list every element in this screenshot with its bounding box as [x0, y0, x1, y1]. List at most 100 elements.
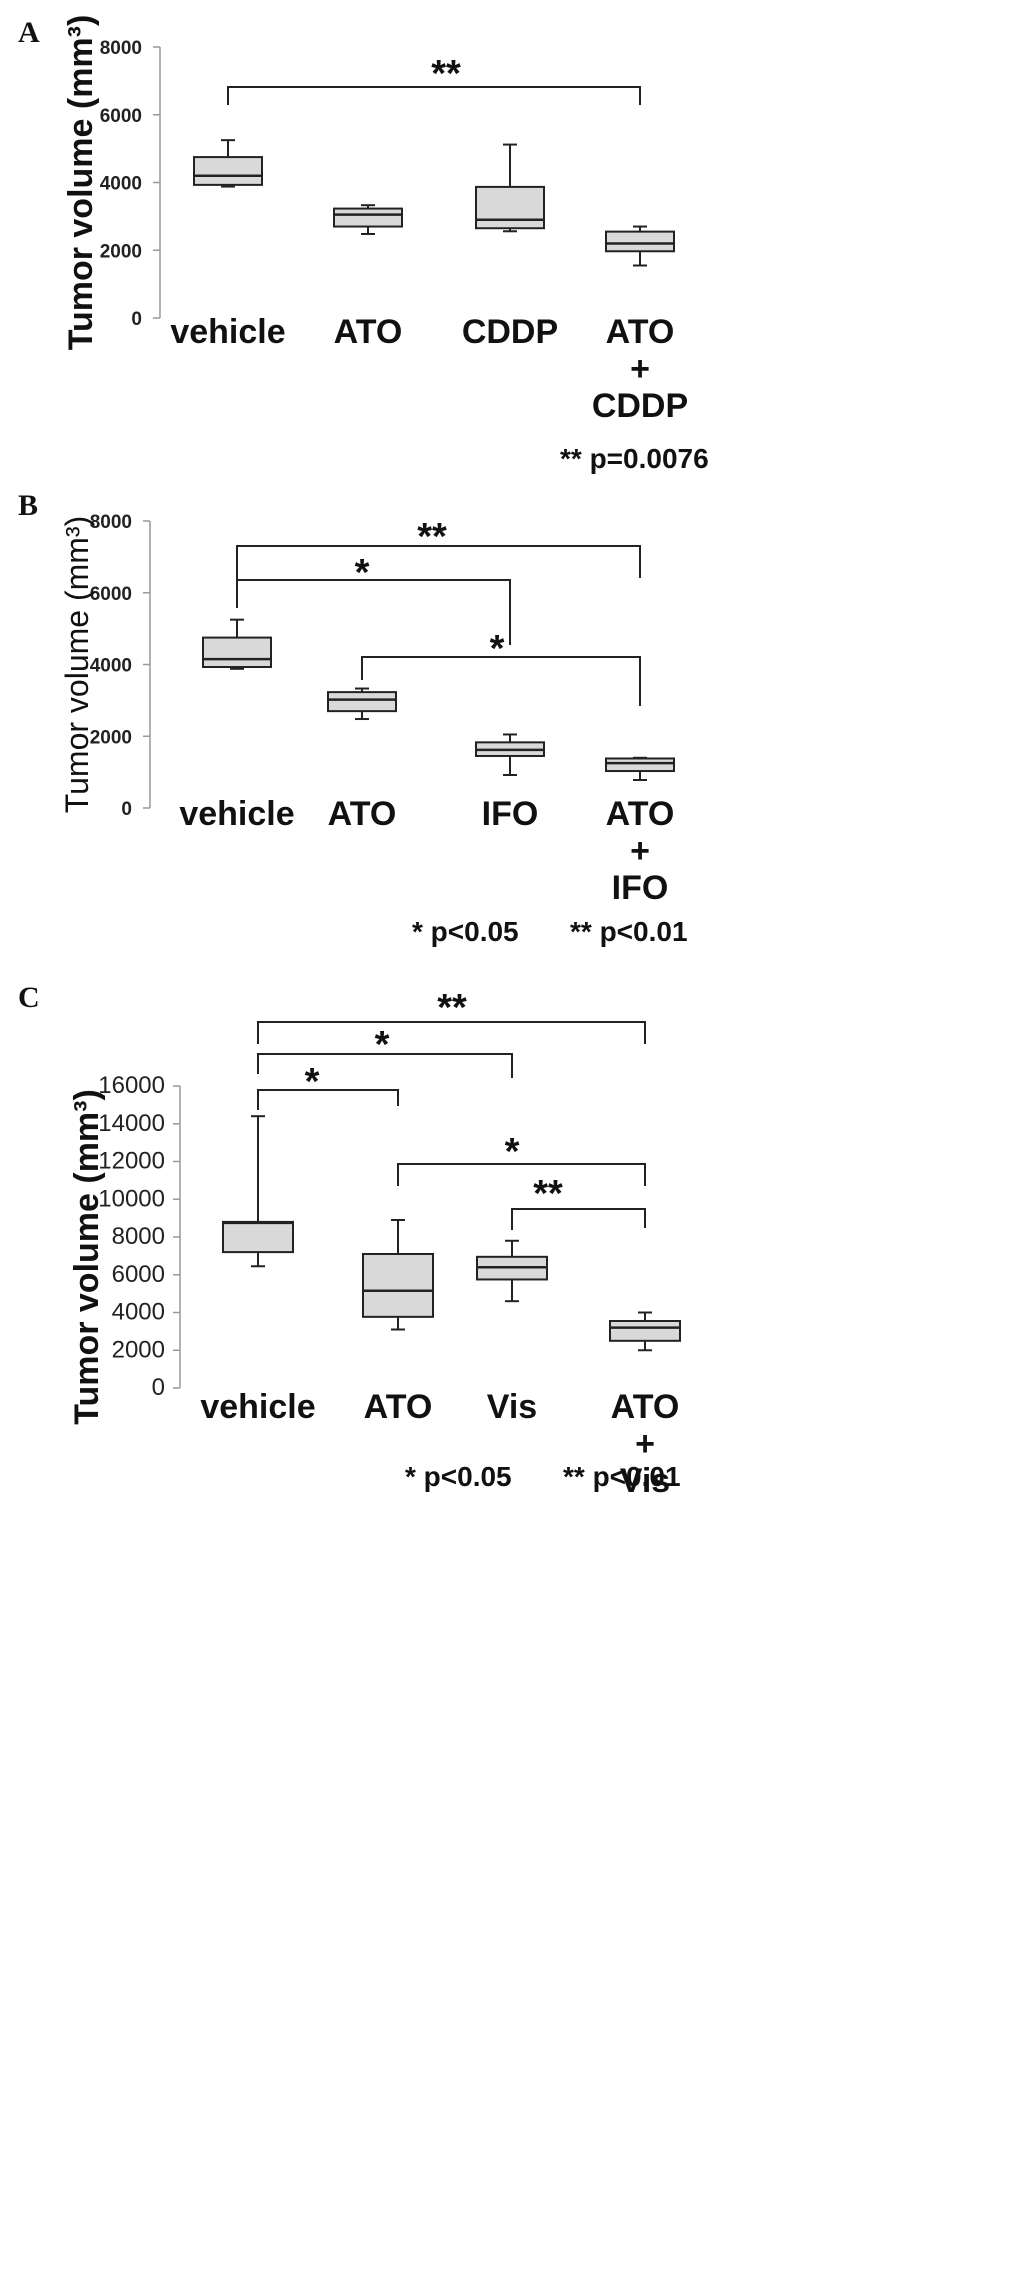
box-ato [327, 687, 397, 721]
y-tick-label: 4000 [90, 656, 132, 677]
y-tick-label: 8000 [90, 512, 132, 533]
box-cddp [475, 143, 545, 233]
bracket-line [361, 656, 641, 706]
y-tick-label: 8000 [100, 38, 142, 59]
bracket-line [257, 1089, 399, 1110]
box-iqr [327, 691, 397, 713]
x-category-label: vehicle [200, 1388, 315, 1426]
significance-label: * [305, 1061, 320, 1103]
significance-label: * [375, 1024, 390, 1066]
box-vehicle [222, 1115, 294, 1268]
y-tick-label: 12000 [98, 1148, 165, 1175]
box-iqr [333, 207, 403, 228]
significance-bracket: * [257, 1061, 399, 1110]
significance-label: ** [417, 516, 447, 558]
box-ato [362, 1219, 434, 1331]
bracket-line [236, 579, 511, 645]
significance-label: * [505, 1131, 520, 1173]
box-iqr [222, 1220, 294, 1254]
p-value-footnote: ** p=0.0076 [560, 443, 709, 474]
y-tick-label: 6000 [112, 1261, 165, 1288]
box-iqr [605, 230, 675, 253]
x-category-label: + [635, 1425, 655, 1463]
x-category-label: vehicle [179, 795, 294, 833]
y-tick-label: 4000 [100, 174, 142, 195]
significance-bracket: * [361, 628, 641, 706]
y-tick-label: 6000 [90, 584, 132, 605]
significance-bracket: ** [257, 987, 646, 1044]
box-ato+vis [609, 1311, 681, 1352]
x-category-label: IFO [612, 869, 669, 907]
box-vis [476, 1239, 548, 1303]
bracket-line [397, 1163, 646, 1186]
panel-letter-B: B [18, 489, 38, 522]
significance-bracket: ** [227, 53, 641, 105]
x-category-label: Vis [487, 1388, 537, 1426]
significance-label: * [490, 628, 505, 670]
significance-bracket: ** [511, 1173, 646, 1230]
x-category-label: ATO [606, 795, 675, 833]
significance-label: ** [437, 987, 467, 1029]
y-tick-label: 0 [121, 799, 132, 820]
y-tick-label: 8000 [112, 1223, 165, 1250]
x-category-label: ATO [606, 313, 675, 351]
bracket-line [257, 1021, 646, 1044]
bracket-line [227, 86, 641, 105]
x-category-label: ATO [611, 1388, 680, 1426]
x-category-label: + [630, 832, 650, 870]
significance-label: * [355, 552, 370, 594]
significance-bracket: * [397, 1131, 646, 1186]
bracket-line [236, 545, 641, 608]
x-category-label: IFO [482, 795, 539, 833]
y-tick-label: 0 [131, 309, 142, 330]
x-category-label: ATO [364, 1388, 433, 1426]
panel-letter-C: C [18, 981, 40, 1014]
x-category-label: ATO [334, 313, 403, 351]
box-ato+cddp [605, 225, 675, 267]
y-axis-title: Tumor volume (mm³) [68, 1089, 106, 1425]
p-value-footnote: ** p<0.01 [570, 916, 688, 947]
box-ato+ifo [605, 756, 675, 782]
y-axis-title: Tumor volume (mm³) [62, 15, 100, 351]
y-tick-label: 16000 [98, 1072, 165, 1099]
significance-bracket: ** [236, 516, 641, 608]
significance-label: ** [533, 1173, 563, 1215]
significance-bracket: * [236, 552, 511, 645]
box-ato [333, 204, 403, 235]
x-category-label: vehicle [170, 313, 285, 351]
bracket-line [511, 1208, 646, 1230]
y-tick-label: 2000 [100, 241, 142, 262]
box-iqr [475, 185, 545, 230]
p-value-footnote: * p<0.05 [412, 916, 519, 947]
panel-letter-A: A [18, 16, 40, 49]
y-tick-label: 0 [152, 1374, 165, 1401]
x-category-label: ATO [328, 795, 397, 833]
box-iqr [193, 156, 263, 186]
box-iqr [362, 1252, 434, 1318]
significance-label: ** [431, 53, 461, 95]
box-vehicle [193, 139, 263, 188]
x-category-label: CDDP [592, 387, 688, 425]
panel-C: C 0 2000 4000 6000 8000 10000 12000 14000 16000Tu… [18, 981, 681, 1500]
box-iqr [605, 757, 675, 773]
p-value-footnote: ** p<0.01 [563, 1461, 681, 1492]
x-category-label: CDDP [462, 313, 558, 351]
y-tick-label: 2000 [112, 1336, 165, 1363]
significance-bracket: * [257, 1024, 513, 1078]
y-tick-label: 4000 [112, 1299, 165, 1326]
y-axis-title: Tumor volume (mm³) [59, 516, 95, 813]
box-iqr [202, 636, 272, 669]
box-iqr [609, 1319, 681, 1342]
box-vehicle [202, 618, 272, 670]
x-category-label: Vis [620, 1462, 670, 1500]
y-tick-label: 10000 [98, 1185, 165, 1212]
y-tick-label: 6000 [100, 106, 142, 127]
bracket-line [257, 1053, 513, 1078]
box-ifo [475, 733, 545, 776]
x-category-label: + [630, 350, 650, 388]
y-tick-label: 14000 [98, 1110, 165, 1137]
p-value-footnote: * p<0.05 [405, 1461, 512, 1492]
